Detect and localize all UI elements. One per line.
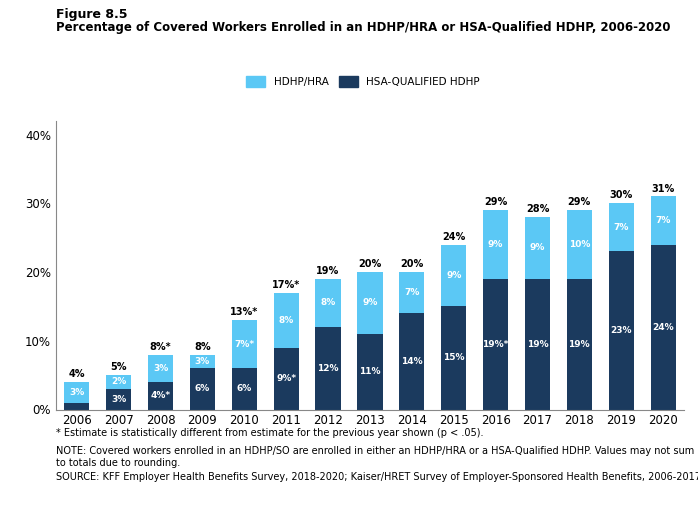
Text: 9%: 9% [530,244,545,253]
Text: NOTE: Covered workers enrolled in an HDHP/SO are enrolled in either an HDHP/HRA : NOTE: Covered workers enrolled in an HDH… [56,446,694,468]
Bar [64,382,89,403]
Bar [232,368,257,410]
Text: 9%: 9% [488,240,503,249]
Bar [525,217,550,279]
Bar [106,375,131,389]
Bar [567,210,592,279]
Text: 14%: 14% [401,357,422,366]
Bar [651,245,676,410]
Text: 9%: 9% [362,298,378,308]
Text: SOURCE: KFF Employer Health Benefits Survey, 2018-2020; Kaiser/HRET Survey of Em: SOURCE: KFF Employer Health Benefits Sur… [56,472,698,482]
Bar [441,307,466,410]
Text: 13%*: 13%* [230,307,258,318]
Text: 9%*: 9%* [276,374,296,383]
Bar [399,272,424,313]
Bar [483,210,508,279]
Text: 5%: 5% [110,362,127,372]
Text: 6%: 6% [195,384,210,393]
Bar [232,320,257,368]
Text: 7%: 7% [614,223,629,232]
Text: 24%: 24% [442,232,466,242]
Text: 3%: 3% [69,388,84,397]
Text: 8%*: 8%* [150,342,171,352]
Bar [651,196,676,245]
Text: Percentage of Covered Workers Enrolled in an HDHP/HRA or HSA-Qualified HDHP, 200: Percentage of Covered Workers Enrolled i… [56,21,670,34]
Text: 19%*: 19%* [482,340,509,349]
Bar [148,382,173,410]
Text: Figure 8.5: Figure 8.5 [56,8,127,21]
Legend: HDHP/HRA, HSA-QUALIFIED HDHP: HDHP/HRA, HSA-QUALIFIED HDHP [246,76,480,87]
Text: 9%: 9% [446,271,461,280]
Text: 30%: 30% [609,191,633,201]
Text: 29%: 29% [484,197,507,207]
Text: 3%: 3% [195,357,210,366]
Text: 3%: 3% [153,364,168,373]
Text: 20%: 20% [400,259,424,269]
Bar [190,354,215,368]
Text: 24%: 24% [653,322,674,331]
Text: 11%: 11% [359,367,380,376]
Bar [106,389,131,410]
Text: 19%: 19% [527,340,548,349]
Bar [274,292,299,348]
Bar [357,272,383,334]
Text: * Estimate is statistically different from estimate for the previous year shown : * Estimate is statistically different fr… [56,428,483,438]
Text: 8%: 8% [194,342,211,352]
Text: 31%: 31% [651,184,675,194]
Bar [609,251,634,410]
Text: 7%: 7% [404,288,419,297]
Text: 19%: 19% [316,266,340,276]
Text: 4%*: 4%* [151,391,170,400]
Bar [274,348,299,410]
Bar [315,327,341,410]
Bar [315,279,341,327]
Text: 2%: 2% [111,377,126,386]
Bar [525,279,550,410]
Bar [190,368,215,410]
Text: 8%: 8% [320,298,336,308]
Bar [441,245,466,307]
Bar [567,279,592,410]
Bar [399,313,424,410]
Text: 17%*: 17%* [272,280,300,290]
Bar [148,354,173,382]
Text: 10%: 10% [569,240,590,249]
Text: 8%: 8% [279,316,294,324]
Text: 29%: 29% [567,197,591,207]
Bar [357,334,383,410]
Text: 3%: 3% [111,395,126,404]
Text: 19%: 19% [569,340,590,349]
Bar [609,203,634,251]
Text: 20%: 20% [358,259,382,269]
Bar [64,403,89,410]
Text: 6%: 6% [237,384,252,393]
Bar [483,279,508,410]
Text: 23%: 23% [611,326,632,335]
Text: 15%: 15% [443,353,464,362]
Text: 4%: 4% [68,369,85,379]
Text: 12%: 12% [318,364,339,373]
Text: 28%: 28% [526,204,549,214]
Text: 7%*: 7%* [235,340,254,349]
Text: 7%: 7% [655,216,671,225]
